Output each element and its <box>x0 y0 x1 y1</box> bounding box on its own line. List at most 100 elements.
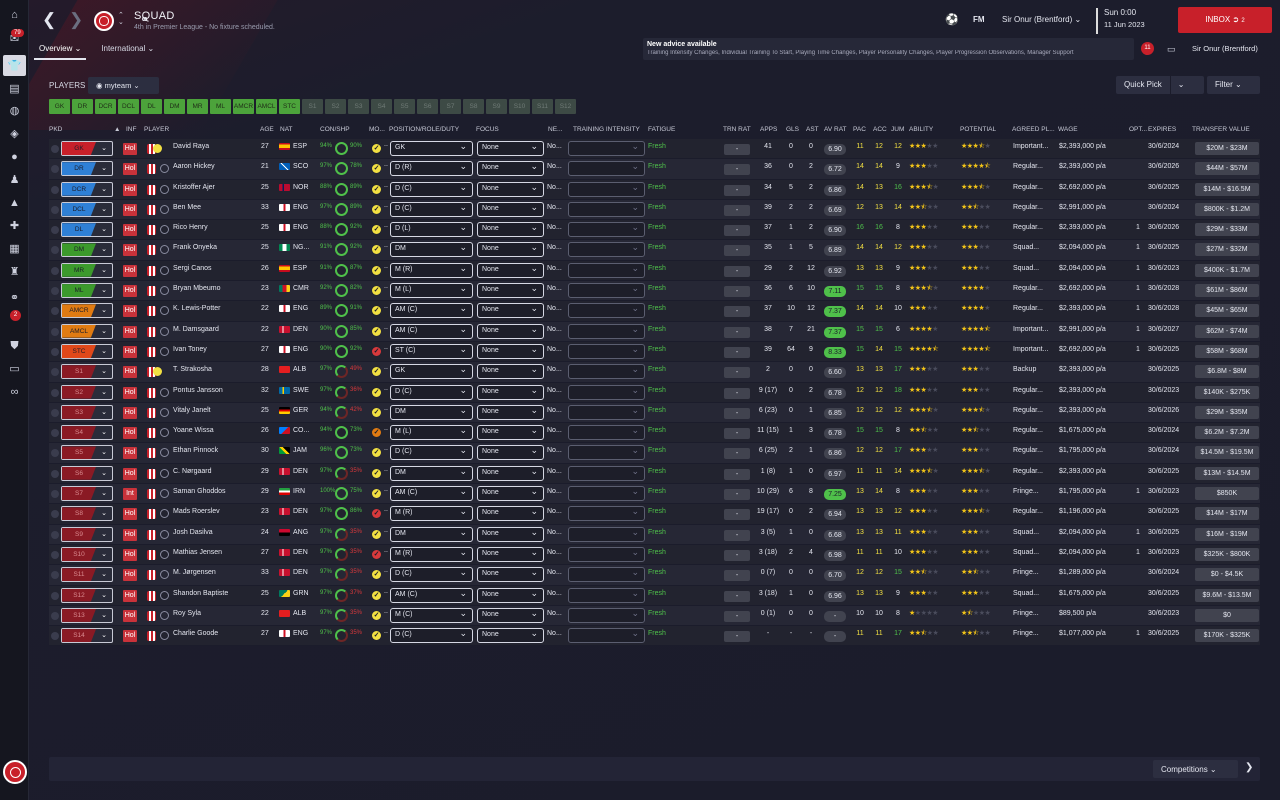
tab-international[interactable]: International ⌄ <box>101 44 155 53</box>
position-dropdown[interactable]: AM (C) <box>390 303 473 319</box>
col-con[interactable]: CON/SHP <box>320 126 350 133</box>
calendar-icon[interactable]: ▦ <box>9 243 20 255</box>
select-checkbox[interactable] <box>51 571 59 580</box>
focus-dropdown[interactable]: None <box>477 384 544 400</box>
world-ball-icon[interactable]: ⚽ <box>945 14 959 26</box>
position-chip[interactable]: DCR <box>95 99 116 114</box>
focus-dropdown[interactable]: None <box>477 303 544 319</box>
focus-dropdown[interactable]: None <box>477 506 544 522</box>
col-pos[interactable]: POSITION/ROLE/DUTY <box>389 126 460 133</box>
col-av[interactable]: AV RAT <box>824 126 847 133</box>
squad-shirt-icon[interactable]: 👕 <box>3 55 26 76</box>
table-row[interactable]: S10 ⌄ Hol Mathias Jensen 27 DEN 97% 35% … <box>49 544 1260 566</box>
position-chip-empty[interactable]: S3 <box>348 99 369 114</box>
col-inf[interactable]: INF <box>126 126 137 133</box>
col-agreed[interactable]: AGREED PL... <box>1012 126 1055 133</box>
table-row[interactable]: DCR ⌄ Hol Kristoffer Ajer 25 NOR 88% 89%… <box>49 179 1260 200</box>
training-intensity-dropdown[interactable] <box>568 465 645 481</box>
ball-icon[interactable]: ● <box>11 150 18 163</box>
table-row[interactable]: S7 ⌄ Int Saman Ghoddos 29 IRN 100% 75% ✓… <box>49 484 1260 505</box>
manager-profile-menu[interactable]: Sir Onur (Brentford) <box>1192 44 1258 53</box>
training-intensity-dropdown[interactable] <box>568 587 645 603</box>
player-name[interactable]: Ivan Toney <box>173 345 207 353</box>
position-chip[interactable]: ML <box>210 99 231 114</box>
mail-icon[interactable]: ✉ <box>9 33 20 45</box>
position-dropdown[interactable]: AM (C) <box>390 587 473 603</box>
position-chip[interactable]: AMCL <box>256 99 277 114</box>
club-crest-icon[interactable] <box>3 760 27 784</box>
position-chip-empty[interactable]: S9 <box>486 99 507 114</box>
training-intensity-dropdown[interactable] <box>568 201 645 217</box>
position-dropdown[interactable]: D (C) <box>390 384 473 400</box>
medical-icon[interactable]: ✚ <box>9 220 20 232</box>
pkd-dropdown[interactable]: GK ⌄ <box>61 141 113 156</box>
view-selector[interactable]: ◉ myteam ⌄ <box>88 77 159 94</box>
table-row[interactable]: DM ⌄ Hol Frank Onyeka 25 NG... 91% 92% ✓… <box>49 240 1260 261</box>
pkd-dropdown[interactable]: MR ⌄ <box>61 262 113 278</box>
player-name[interactable]: K. Lewis-Potter <box>173 305 221 313</box>
pkd-dropdown[interactable]: S10 ⌄ <box>61 546 113 562</box>
col-training[interactable]: TRAINING INTENSITY <box>573 126 640 133</box>
table-row[interactable]: S1 ⌄ Hol T. Strakosha 28 ALB 97% 49% ✓ .… <box>49 362 1260 383</box>
position-chip[interactable]: DCL <box>118 99 139 114</box>
focus-dropdown[interactable]: None <box>477 628 544 644</box>
training-intensity-dropdown[interactable] <box>568 242 645 258</box>
position-dropdown[interactable]: D (C) <box>390 201 473 217</box>
pkd-dropdown[interactable]: DL ⌄ <box>61 222 113 238</box>
select-checkbox[interactable] <box>51 408 59 417</box>
position-chip[interactable]: STC <box>279 99 300 114</box>
training-intensity-dropdown[interactable] <box>568 161 645 177</box>
position-dropdown[interactable]: D (L) <box>390 222 473 238</box>
training-intensity-dropdown[interactable] <box>568 343 645 359</box>
player-name[interactable]: M. Damsgaard <box>173 325 219 333</box>
player-name[interactable]: Mathias Jensen <box>173 548 223 556</box>
pkd-dropdown[interactable]: STC ⌄ <box>61 343 113 359</box>
focus-dropdown[interactable]: None <box>477 546 544 562</box>
table-row[interactable]: S4 ⌄ Hol Yoane Wissa 26 CO... 94% 73% ✓ … <box>49 423 1260 444</box>
position-dropdown[interactable]: AM (C) <box>390 486 473 502</box>
position-dropdown[interactable]: D (R) <box>390 161 473 177</box>
col-apps[interactable]: APPS <box>760 126 778 133</box>
position-dropdown[interactable]: M (R) <box>390 546 473 562</box>
training-intensity-dropdown[interactable] <box>568 141 645 156</box>
pkd-dropdown[interactable]: S1 ⌄ <box>61 364 113 380</box>
position-dropdown[interactable]: GK <box>390 364 473 380</box>
table-row[interactable]: AMCR ⌄ Hol K. Lewis-Potter 22 ENG 89% 91… <box>49 301 1260 322</box>
tab-overview[interactable]: Overview ⌄ <box>34 42 87 60</box>
training-intensity-dropdown[interactable] <box>568 425 645 441</box>
position-dropdown[interactable]: D (C) <box>390 445 473 461</box>
focus-dropdown[interactable]: None <box>477 364 544 380</box>
col-mor[interactable]: MO... <box>369 126 385 133</box>
select-checkbox[interactable] <box>51 510 59 519</box>
back-arrow-icon[interactable]: ❮ <box>42 10 57 29</box>
position-dropdown[interactable]: M (R) <box>390 262 473 278</box>
club-switch-icon[interactable]: ⌃ ⌄ <box>118 12 124 26</box>
col-ability[interactable]: ABILITY <box>909 126 934 133</box>
position-dropdown[interactable]: D (C) <box>390 628 473 644</box>
select-checkbox[interactable] <box>51 550 59 559</box>
focus-dropdown[interactable]: None <box>477 323 544 339</box>
table-row[interactable]: S3 ⌄ Hol Vitaly Janelt 25 GER 94% 42% ✓ … <box>49 402 1260 424</box>
focus-dropdown[interactable]: None <box>477 343 544 359</box>
focus-dropdown[interactable]: None <box>477 425 544 441</box>
training-intensity-dropdown[interactable] <box>568 607 645 623</box>
col-focus[interactable]: FOCUS <box>476 126 499 133</box>
position-dropdown[interactable]: M (L) <box>390 283 473 299</box>
pkd-dropdown[interactable]: S12 ⌄ <box>61 587 113 603</box>
select-checkbox[interactable] <box>51 307 59 316</box>
position-chip[interactable]: DM <box>164 99 185 114</box>
col-wage[interactable]: WAGE <box>1058 126 1078 133</box>
training-intensity-dropdown[interactable] <box>568 628 645 644</box>
select-checkbox[interactable] <box>51 632 59 641</box>
select-checkbox[interactable] <box>51 388 59 397</box>
pkd-dropdown[interactable]: S3 ⌄ <box>61 404 113 420</box>
col-trn[interactable]: TRN RAT <box>723 126 751 133</box>
select-checkbox[interactable] <box>51 591 59 600</box>
clipboard-icon[interactable]: ▤ <box>9 83 20 95</box>
select-checkbox[interactable] <box>51 145 59 153</box>
select-checkbox[interactable] <box>51 530 59 539</box>
position-dropdown[interactable]: DM <box>390 526 473 542</box>
chevron-down-icon[interactable]: ⌄ <box>1169 76 1192 94</box>
training-intensity-dropdown[interactable] <box>568 262 645 278</box>
table-row[interactable]: S8 ⌄ Hol Mads Roerslev 23 DEN 97% 86% ✓ … <box>49 504 1260 525</box>
